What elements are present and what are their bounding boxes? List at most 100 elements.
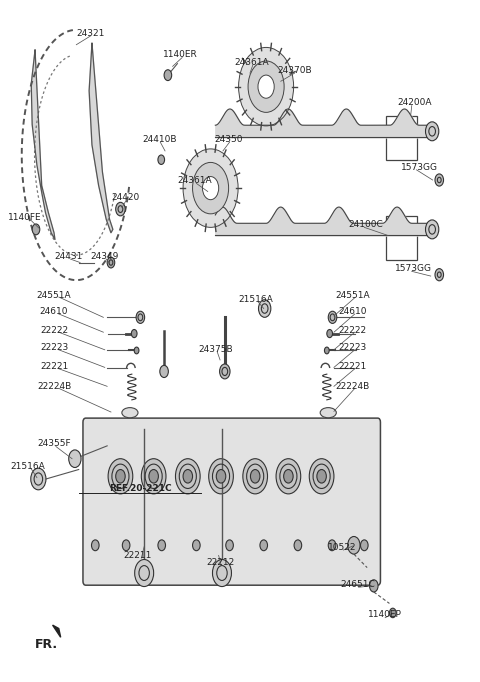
Text: 22211: 22211: [124, 551, 152, 560]
Circle shape: [284, 469, 293, 483]
Polygon shape: [31, 50, 55, 239]
Circle shape: [158, 155, 165, 164]
Text: 1140ER: 1140ER: [163, 50, 198, 59]
Circle shape: [92, 540, 99, 550]
Text: 24610: 24610: [40, 308, 68, 316]
Circle shape: [258, 75, 274, 98]
Text: 24355F: 24355F: [37, 439, 71, 448]
Circle shape: [176, 459, 200, 494]
Text: FR.: FR.: [35, 638, 58, 651]
Circle shape: [108, 459, 133, 494]
Circle shape: [251, 469, 260, 483]
Circle shape: [360, 540, 368, 550]
Text: 24375B: 24375B: [198, 344, 233, 354]
Circle shape: [328, 540, 336, 550]
Circle shape: [183, 149, 238, 227]
Circle shape: [259, 299, 271, 317]
Circle shape: [276, 459, 301, 494]
Bar: [386, 216, 417, 260]
Text: 10522: 10522: [328, 543, 356, 552]
Ellipse shape: [122, 408, 138, 418]
Circle shape: [134, 347, 139, 354]
Circle shape: [370, 580, 378, 592]
Text: 24349: 24349: [91, 252, 119, 261]
Circle shape: [317, 469, 326, 483]
Circle shape: [192, 162, 228, 214]
Text: 24200A: 24200A: [397, 98, 432, 107]
Circle shape: [309, 459, 334, 494]
Text: 24410B: 24410B: [142, 135, 177, 144]
Text: 24420: 24420: [111, 193, 139, 202]
Circle shape: [348, 537, 360, 554]
Text: 24431: 24431: [54, 252, 83, 261]
Circle shape: [160, 366, 168, 378]
Text: 24610: 24610: [339, 308, 367, 316]
Text: 22212: 22212: [206, 558, 234, 567]
Text: 24361A: 24361A: [178, 176, 212, 186]
Text: 21516A: 21516A: [11, 462, 45, 471]
Circle shape: [294, 540, 301, 550]
Circle shape: [183, 469, 192, 483]
Circle shape: [203, 177, 219, 200]
Circle shape: [216, 469, 226, 483]
Circle shape: [116, 469, 125, 483]
Text: 22224B: 22224B: [37, 382, 71, 391]
Circle shape: [226, 540, 233, 550]
Circle shape: [219, 364, 230, 379]
Text: 24361A: 24361A: [235, 58, 269, 67]
Circle shape: [32, 224, 40, 235]
Circle shape: [164, 70, 172, 80]
Polygon shape: [53, 625, 60, 637]
Text: 24321: 24321: [76, 29, 105, 38]
Circle shape: [31, 468, 46, 490]
Circle shape: [149, 469, 158, 483]
Text: 24551A: 24551A: [336, 291, 370, 299]
Text: 24651C: 24651C: [340, 580, 375, 589]
Text: REF.20-221C: REF.20-221C: [109, 484, 172, 493]
Circle shape: [243, 459, 267, 494]
Circle shape: [116, 203, 125, 216]
Text: 24350: 24350: [215, 135, 243, 144]
Circle shape: [107, 257, 115, 268]
Text: 1573GG: 1573GG: [395, 264, 432, 273]
Circle shape: [209, 459, 233, 494]
Text: 1140EP: 1140EP: [368, 610, 402, 619]
Text: 22222: 22222: [339, 326, 367, 335]
Circle shape: [136, 311, 144, 323]
Circle shape: [425, 220, 439, 239]
Text: 22222: 22222: [40, 326, 68, 335]
Circle shape: [213, 559, 231, 587]
Circle shape: [192, 540, 200, 550]
Text: 21516A: 21516A: [238, 295, 273, 303]
Ellipse shape: [320, 408, 336, 418]
Circle shape: [248, 61, 284, 113]
Text: 1140FE: 1140FE: [8, 213, 41, 222]
Circle shape: [122, 540, 130, 550]
Circle shape: [328, 311, 337, 323]
Circle shape: [141, 459, 166, 494]
Text: 24370B: 24370B: [277, 66, 312, 75]
Circle shape: [158, 540, 166, 550]
Circle shape: [425, 122, 439, 140]
Circle shape: [435, 269, 444, 281]
Circle shape: [389, 608, 396, 618]
Circle shape: [69, 450, 81, 467]
Circle shape: [132, 329, 137, 338]
Text: 22221: 22221: [339, 362, 367, 371]
Circle shape: [135, 559, 154, 587]
Polygon shape: [89, 44, 113, 233]
Circle shape: [435, 174, 444, 186]
Text: 22223: 22223: [40, 343, 68, 353]
Bar: [386, 116, 417, 160]
FancyBboxPatch shape: [83, 418, 381, 585]
Text: 24551A: 24551A: [36, 291, 72, 299]
Text: 22221: 22221: [40, 362, 68, 371]
Text: 22223: 22223: [339, 343, 367, 353]
Text: 22224B: 22224B: [336, 382, 370, 391]
Circle shape: [324, 347, 329, 354]
Circle shape: [260, 540, 267, 550]
Circle shape: [239, 48, 294, 126]
Circle shape: [327, 329, 333, 338]
Text: 1573GG: 1573GG: [401, 162, 438, 172]
Text: 24100C: 24100C: [348, 220, 383, 229]
